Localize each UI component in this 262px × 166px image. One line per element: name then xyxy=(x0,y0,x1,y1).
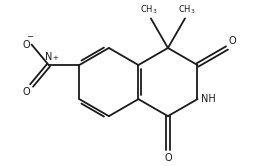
Text: N: N xyxy=(45,52,52,62)
Text: O: O xyxy=(229,36,236,46)
Text: +: + xyxy=(52,54,58,61)
Text: −: − xyxy=(26,33,34,42)
Text: O: O xyxy=(22,40,30,50)
Text: O: O xyxy=(22,87,30,97)
Text: CH$_3$: CH$_3$ xyxy=(140,4,158,16)
Text: CH$_3$: CH$_3$ xyxy=(178,4,195,16)
Text: NH: NH xyxy=(201,94,216,104)
Text: O: O xyxy=(164,153,172,163)
